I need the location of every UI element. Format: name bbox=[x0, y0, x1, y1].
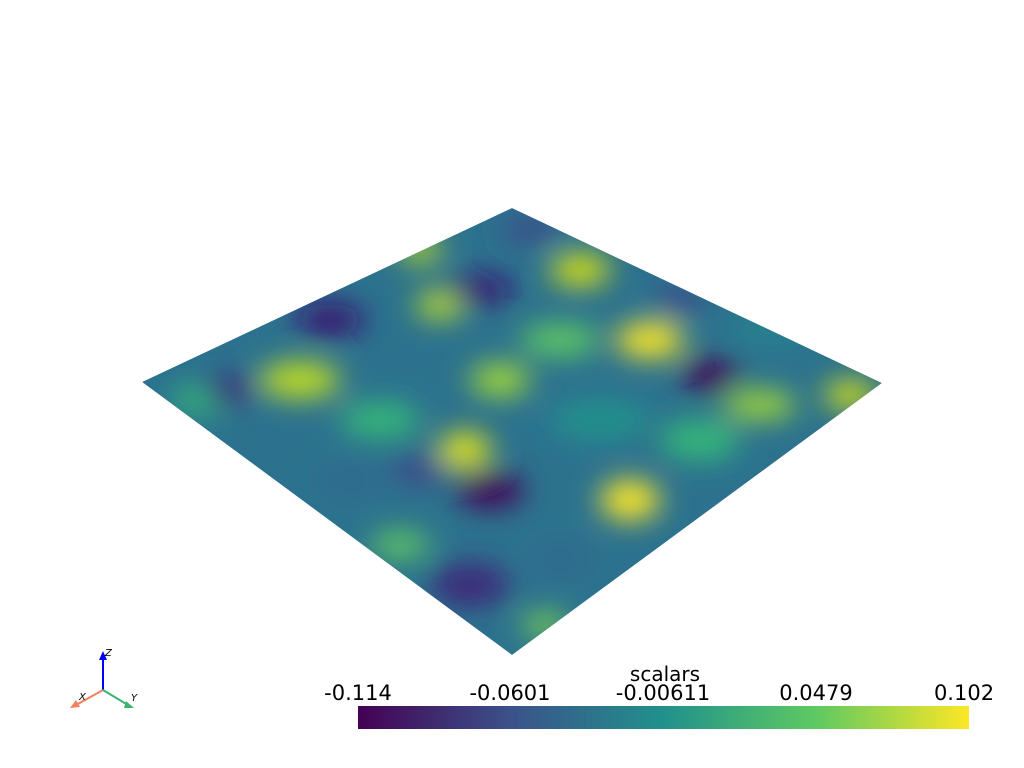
scalar-field-blob bbox=[660, 420, 740, 460]
scalar-field-blob bbox=[260, 362, 340, 398]
scalar-bar-tick: -0.00611 bbox=[615, 681, 711, 705]
scalar-field-blob bbox=[520, 324, 600, 356]
scalar-bar bbox=[358, 706, 969, 729]
scalar-bar-title: scalars bbox=[629, 662, 701, 686]
scalar-field-blob bbox=[430, 563, 510, 607]
scalar-field-blob bbox=[616, 322, 684, 358]
scalar-field-blob bbox=[370, 531, 430, 559]
scalar-field-blob bbox=[296, 304, 364, 336]
scalar-field-blob bbox=[550, 400, 650, 440]
y-axis-arrow-icon bbox=[124, 701, 134, 708]
scalar-field-blob bbox=[204, 376, 256, 404]
scalar-field-blob bbox=[500, 218, 560, 242]
scalar-field-blob bbox=[416, 291, 464, 319]
z-axis-label: Z bbox=[104, 648, 113, 659]
scalar-bar-tick: 0.0479 bbox=[779, 681, 853, 705]
scalar-field-blob bbox=[530, 546, 590, 574]
scalar-bar-tick: 0.102 bbox=[933, 681, 995, 705]
scalar-field-blob bbox=[340, 402, 420, 438]
x-axis-arrow-icon bbox=[70, 700, 80, 708]
axes-orientation-widget: Z X Y bbox=[70, 648, 138, 708]
scalar-field-blob bbox=[730, 314, 810, 346]
scalar-field-blob bbox=[320, 466, 380, 494]
scalar-bar-tick: -0.114 bbox=[324, 681, 392, 705]
z-axis-arrow-icon bbox=[99, 651, 107, 660]
scalar-field-blob bbox=[550, 254, 610, 286]
scalar-field-blob bbox=[439, 432, 491, 468]
scalar-field-blob bbox=[470, 364, 530, 396]
scalar-plane bbox=[142, 208, 882, 655]
scalar-field-blob bbox=[654, 288, 706, 312]
scalar-field-blob bbox=[521, 613, 569, 637]
scalar-field-blob bbox=[456, 472, 524, 508]
y-axis-label: Y bbox=[131, 693, 138, 704]
scalar-field-blob bbox=[446, 276, 514, 304]
scalar-bar-tick: -0.0601 bbox=[469, 681, 551, 705]
scalar-field-blob bbox=[824, 381, 876, 409]
scalar-field-blob bbox=[390, 456, 450, 484]
x-axis-label: X bbox=[78, 692, 87, 703]
scalar-field-blob bbox=[600, 480, 660, 520]
scalar-field-blob bbox=[724, 391, 796, 419]
scalar-field-blob bbox=[680, 359, 740, 391]
scalar-field-blob bbox=[398, 238, 442, 262]
